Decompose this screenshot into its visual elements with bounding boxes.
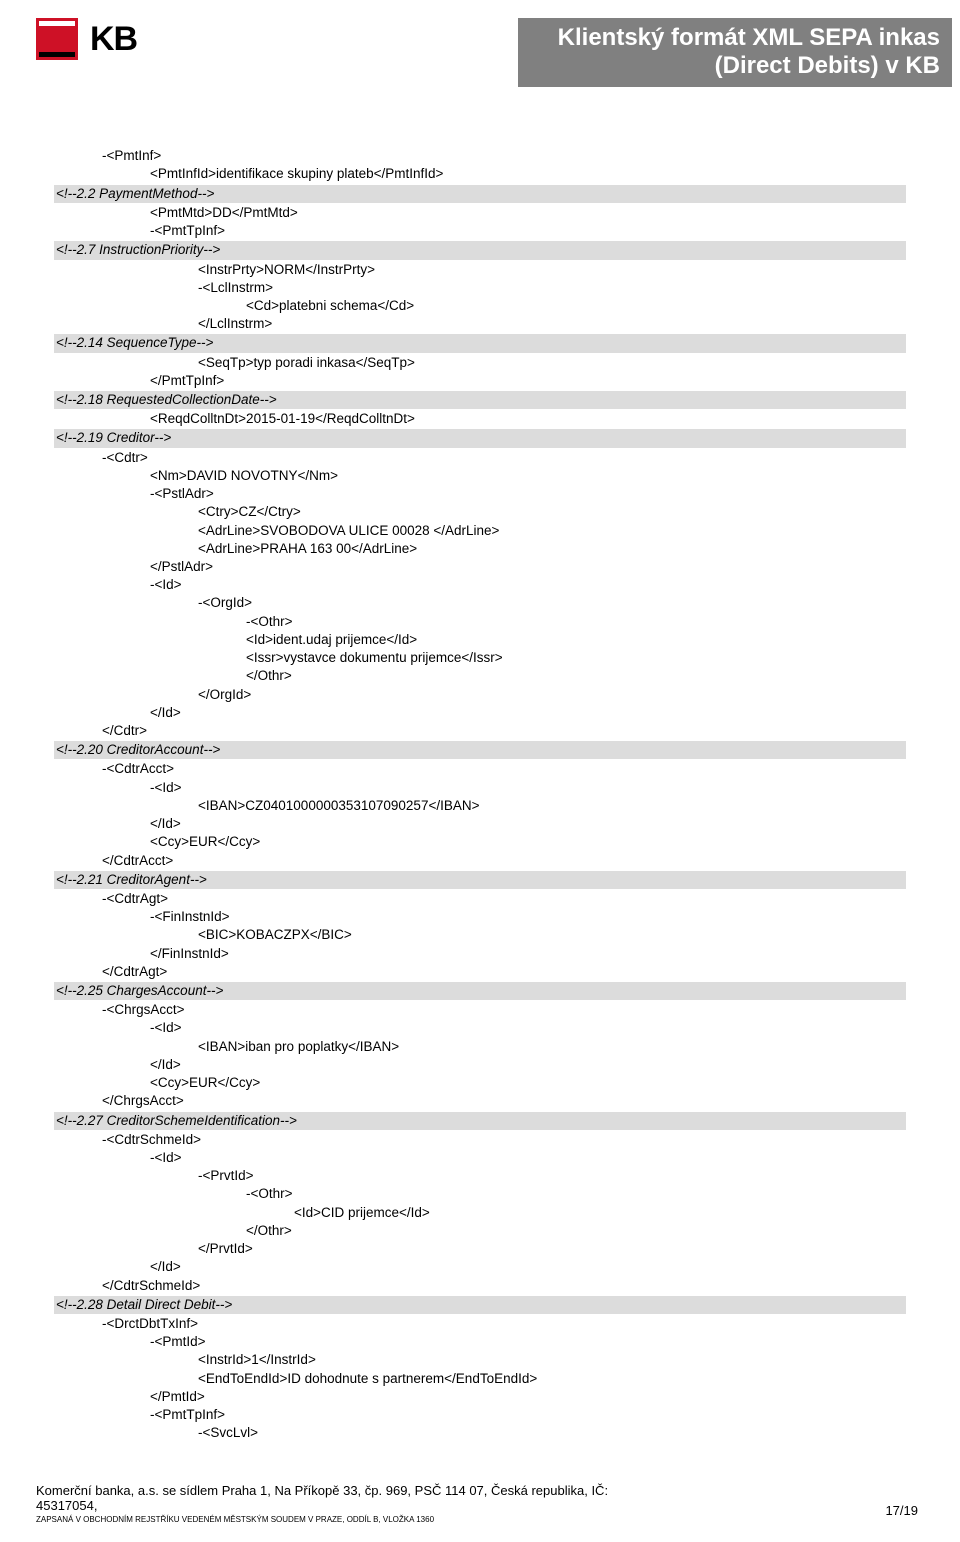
xml-line: <IBAN>iban pro poplatky</IBAN> xyxy=(54,1038,906,1056)
xml-section-comment: <!--2.27 CreditorSchemeIdentification--> xyxy=(54,1112,906,1130)
xml-line: -<Othr> xyxy=(54,1185,906,1203)
kb-logo-icon xyxy=(36,18,78,60)
xml-line: </Cdtr> xyxy=(54,722,906,740)
xml-line: -<PstlAdr> xyxy=(54,485,906,503)
xml-line: </Id> xyxy=(54,1056,906,1074)
xml-line: </CdtrSchmeId> xyxy=(54,1277,906,1295)
xml-line: </Othr> xyxy=(54,667,906,685)
xml-line: -<Id> xyxy=(54,1019,906,1037)
xml-line: -<Cdtr> xyxy=(54,449,906,467)
xml-line: </FinInstnId> xyxy=(54,945,906,963)
xml-line: -<Othr> xyxy=(54,613,906,631)
xml-line: -<PmtInf> xyxy=(54,147,906,165)
footer-line-1: Komerční banka, a.s. se sídlem Praha 1, … xyxy=(36,1483,924,1498)
xml-line: </LclInstrm> xyxy=(54,315,906,333)
xml-line: -<CdtrAgt> xyxy=(54,890,906,908)
xml-line: -<CdtrSchmeId> xyxy=(54,1131,906,1149)
xml-line: <Ccy>EUR</Ccy> xyxy=(54,833,906,851)
xml-line: </PrvtId> xyxy=(54,1240,906,1258)
xml-line: </PstlAdr> xyxy=(54,558,906,576)
footer-line-3: ZAPSANÁ V OBCHODNÍM REJSTŘÍKU VEDENÉM MĚ… xyxy=(36,1515,924,1524)
xml-line: -<DrctDbtTxInf> xyxy=(54,1315,906,1333)
xml-line: <SeqTp>typ poradi inkasa</SeqTp> xyxy=(54,354,906,372)
doc-title-line2: (Direct Debits) v KB xyxy=(558,52,940,80)
xml-section-comment: <!--2.7 InstructionPriority--> xyxy=(54,241,906,259)
xml-line: -<PmtTpInf> xyxy=(54,1406,906,1424)
xml-line: <AdrLine>SVOBODOVA ULICE 00028 </AdrLine… xyxy=(54,522,906,540)
xml-line: -<LclInstrm> xyxy=(54,279,906,297)
xml-line: -<PmtId> xyxy=(54,1333,906,1351)
xml-line: -<Id> xyxy=(54,1149,906,1167)
page-footer: Komerční banka, a.s. se sídlem Praha 1, … xyxy=(36,1483,924,1524)
footer-line-2: 45317054, xyxy=(36,1498,924,1513)
xml-section-comment: <!--2.2 PaymentMethod--> xyxy=(54,185,906,203)
xml-line: -<PmtTpInf> xyxy=(54,222,906,240)
xml-line: <Id>ident.udaj prijemce</Id> xyxy=(54,631,906,649)
xml-line: <PmtMtd>DD</PmtMtd> xyxy=(54,204,906,222)
xml-line: </PmtTpInf> xyxy=(54,372,906,390)
xml-line: <Ctry>CZ</Ctry> xyxy=(54,503,906,521)
page: KB Klientský formát XML SEPA inkas (Dire… xyxy=(0,0,960,1542)
xml-line: -<ChrgsAcct> xyxy=(54,1001,906,1019)
doc-title-line1: Klientský formát XML SEPA inkas xyxy=(558,24,940,52)
kb-logo-text: KB xyxy=(90,20,137,59)
doc-title-box: Klientský formát XML SEPA inkas (Direct … xyxy=(518,18,952,87)
xml-section-comment: <!--2.19 Creditor--> xyxy=(54,429,906,447)
xml-line: <AdrLine>PRAHA 163 00</AdrLine> xyxy=(54,540,906,558)
page-number: 17/19 xyxy=(885,1503,918,1518)
xml-line: <InstrPrty>NORM</InstrPrty> xyxy=(54,261,906,279)
xml-line: </Othr> xyxy=(54,1222,906,1240)
xml-section-comment: <!--2.28 Detail Direct Debit--> xyxy=(54,1296,906,1314)
xml-line: <EndToEndId>ID dohodnute s partnerem</En… xyxy=(54,1370,906,1388)
xml-line: -<Id> xyxy=(54,576,906,594)
xml-line: -<Id> xyxy=(54,779,906,797)
kb-logo: KB xyxy=(36,18,137,60)
xml-line: <InstrId>1</InstrId> xyxy=(54,1351,906,1369)
xml-line: -<SvcLvl> xyxy=(54,1424,906,1442)
xml-section-comment: <!--2.18 RequestedCollectionDate--> xyxy=(54,391,906,409)
xml-line: </Id> xyxy=(54,1258,906,1276)
xml-line: <BIC>KOBACZPX</BIC> xyxy=(54,926,906,944)
xml-line: </CdtrAcct> xyxy=(54,852,906,870)
xml-line: </ChrgsAcct> xyxy=(54,1092,906,1110)
xml-line: <Nm>DAVID NOVOTNY</Nm> xyxy=(54,467,906,485)
xml-line: <IBAN>CZ0401000000353107090257</IBAN> xyxy=(54,797,906,815)
xml-line: </Id> xyxy=(54,815,906,833)
xml-line: <Cd>platebni schema</Cd> xyxy=(54,297,906,315)
xml-section-comment: <!--2.25 ChargesAccount--> xyxy=(54,982,906,1000)
xml-line: <Issr>vystavce dokumentu prijemce</Issr> xyxy=(54,649,906,667)
xml-line: -<CdtrAcct> xyxy=(54,760,906,778)
xml-line: <PmtInfId>identifikace skupiny plateb</P… xyxy=(54,165,906,183)
xml-line: -<OrgId> xyxy=(54,594,906,612)
xml-line: -<PrvtId> xyxy=(54,1167,906,1185)
page-header: KB Klientský formát XML SEPA inkas (Dire… xyxy=(0,0,960,87)
xml-line: </CdtrAgt> xyxy=(54,963,906,981)
xml-line: <Ccy>EUR</Ccy> xyxy=(54,1074,906,1092)
xml-line: </Id> xyxy=(54,704,906,722)
xml-line: </PmtId> xyxy=(54,1388,906,1406)
xml-line: <ReqdColltnDt>2015-01-19</ReqdColltnDt> xyxy=(54,410,906,428)
xml-line: </OrgId> xyxy=(54,686,906,704)
xml-section-comment: <!--2.14 SequenceType--> xyxy=(54,334,906,352)
xml-line: <Id>CID prijemce</Id> xyxy=(54,1204,906,1222)
xml-section-comment: <!--2.20 CreditorAccount--> xyxy=(54,741,906,759)
xml-section-comment: <!--2.21 CreditorAgent--> xyxy=(54,871,906,889)
xml-content: -<PmtInf><PmtInfId>identifikace skupiny … xyxy=(0,87,960,1442)
xml-line: -<FinInstnId> xyxy=(54,908,906,926)
